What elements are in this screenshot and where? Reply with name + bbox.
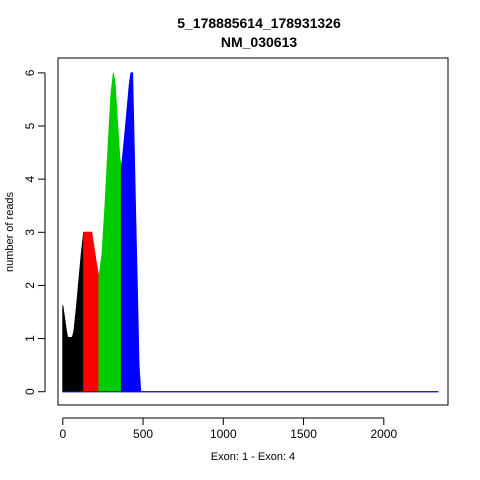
x-tick-label: 500 [133, 427, 153, 441]
series-area-1 [62, 232, 85, 393]
y-tick-label: 5 [23, 122, 37, 129]
series-area-3 [98, 72, 122, 393]
y-tick-label: 2 [23, 282, 37, 289]
chart-title: 5_178885614_178931326 [177, 15, 341, 31]
x-tick-label: 1000 [210, 427, 237, 441]
series-layer [62, 72, 439, 393]
x-tick-label: 1500 [290, 427, 317, 441]
y-tick-label: 0 [23, 388, 37, 395]
x-tick-label: 0 [59, 427, 66, 441]
series-area-4 [120, 72, 439, 393]
x-axis-label: Exon: 1 - Exon: 4 [211, 451, 295, 463]
x-tick-label: 2000 [370, 427, 397, 441]
y-tick-label: 4 [23, 176, 37, 183]
y-tick-label: 3 [23, 229, 37, 236]
y-tick-label: 6 [23, 69, 37, 76]
series-area-2 [83, 231, 100, 393]
x-axis: 0 500 1000 1500 2000 [59, 417, 397, 441]
y-tick-label: 1 [23, 335, 37, 342]
chart-subtitle: NM_030613 [221, 34, 297, 50]
y-axis: 0 1 2 3 4 5 6 [23, 69, 46, 395]
y-axis-label: number of reads [4, 191, 16, 272]
plot-frame [57, 57, 449, 406]
